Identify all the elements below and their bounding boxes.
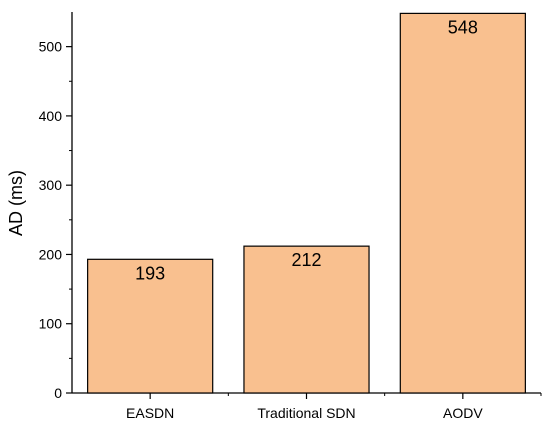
data-label: 548 <box>448 17 478 37</box>
x-tick-labels: EASDN Traditional SDN AODV <box>126 393 542 421</box>
y-tick-label: 500 <box>39 39 63 55</box>
bars <box>87 12 526 394</box>
data-label: 212 <box>291 250 321 270</box>
y-tick-label: 200 <box>39 246 63 262</box>
x-tick-label: Traditional SDN <box>257 405 355 421</box>
bar-easdn <box>87 258 214 394</box>
y-tick-label: 300 <box>39 177 63 193</box>
x-tick-label: AODV <box>443 405 483 421</box>
data-label: 193 <box>135 263 165 283</box>
x-tick-label: EASDN <box>126 405 174 421</box>
y-tick-label: 400 <box>39 108 63 124</box>
y-tick-label: 0 <box>54 385 62 401</box>
value-labels: 193 212 548 <box>135 17 478 283</box>
y-axis-title: AD (ms) <box>6 170 26 236</box>
y-ticks: 0 100 200 300 400 500 <box>39 39 72 401</box>
bar-aodv <box>399 12 526 394</box>
bar-traditional-sdn <box>243 245 370 394</box>
y-tick-label: 100 <box>39 316 63 332</box>
